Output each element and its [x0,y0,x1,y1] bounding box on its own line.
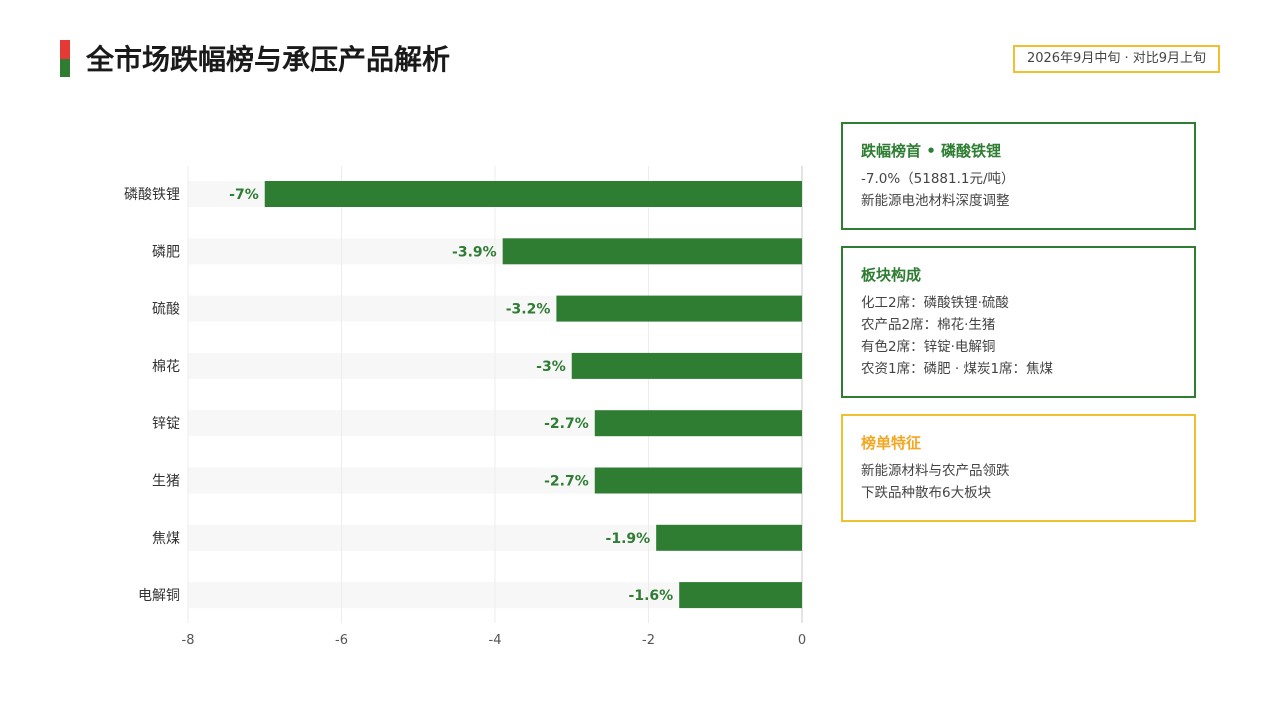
title-accent-bar [60,40,70,77]
card-list-features: 榜单特征 新能源材料与农产品领跌 下跌品种散布6大板块 [841,414,1196,522]
bar [502,238,802,265]
data-label: -2.7% [544,474,589,490]
card-line: 农产品2席：棉花·生猪 [861,317,996,333]
card-title: 榜单特征 [861,434,922,452]
card-sector-composition: 板块构成 化工2席：磷酸铁锂·硫酸 农产品2席：棉花·生猪 有色2席：锌锭·电解… [841,246,1196,398]
card-line: 有色2席：锌锭·电解铜 [861,339,996,355]
date-badge: 2026年9月中旬 · 对比9月上旬 [1012,45,1220,73]
data-label: -1.9% [606,531,651,547]
bar [656,524,802,551]
category-label: 棉花 [152,358,180,375]
x-tick-label: -4 [489,633,502,648]
category-label: 硫酸 [152,302,180,318]
accent-red-segment [60,40,70,59]
card-line: 化工2席：磷酸铁锂·硫酸 [861,295,1009,311]
card-line: 农资1席：磷肥 · 煤炭1席：焦煤 [861,361,1054,377]
x-tick-label: -8 [182,633,195,648]
data-label: -2.7% [544,416,589,432]
card-line: -7.0%（51881.1元/吨） [861,171,1015,187]
data-label: -7% [229,187,259,203]
x-tick-label: 0 [798,633,806,648]
category-label: 电解铜 [138,588,180,604]
x-tick-label: -2 [642,633,655,648]
bar [594,410,802,437]
card-line: 新能源材料与农产品领跌 [861,463,1010,479]
bar [556,295,802,322]
category-label: 磷酸铁锂 [124,187,180,203]
card-title: 跌幅榜首 • 磷酸铁锂 [861,142,1002,160]
bar [594,467,802,494]
category-label: 焦煤 [152,531,180,547]
data-label: -1.6% [629,588,674,604]
x-tick-label: -6 [335,633,348,648]
category-label: 生猪 [152,474,180,490]
card-line: 下跌品种散布6大板块 [861,485,992,501]
card-line: 新能源电池材料深度调整 [861,193,1010,209]
category-label: 锌锭 [152,416,180,432]
bar [264,181,802,207]
bar [679,582,802,609]
data-label: -3% [536,359,566,375]
card-top-decliner: 跌幅榜首 • 磷酸铁锂 -7.0%（51881.1元/吨） 新能源电池材料深度调… [841,122,1196,230]
data-label: -3.9% [452,244,497,260]
data-label: -3.2% [506,302,551,318]
card-title: 板块构成 [861,266,922,284]
bar [571,352,802,379]
accent-green-segment [60,59,70,77]
category-label: 磷肥 [152,244,180,260]
page-title: 全市场跌幅榜与承压产品解析 [86,43,451,76]
